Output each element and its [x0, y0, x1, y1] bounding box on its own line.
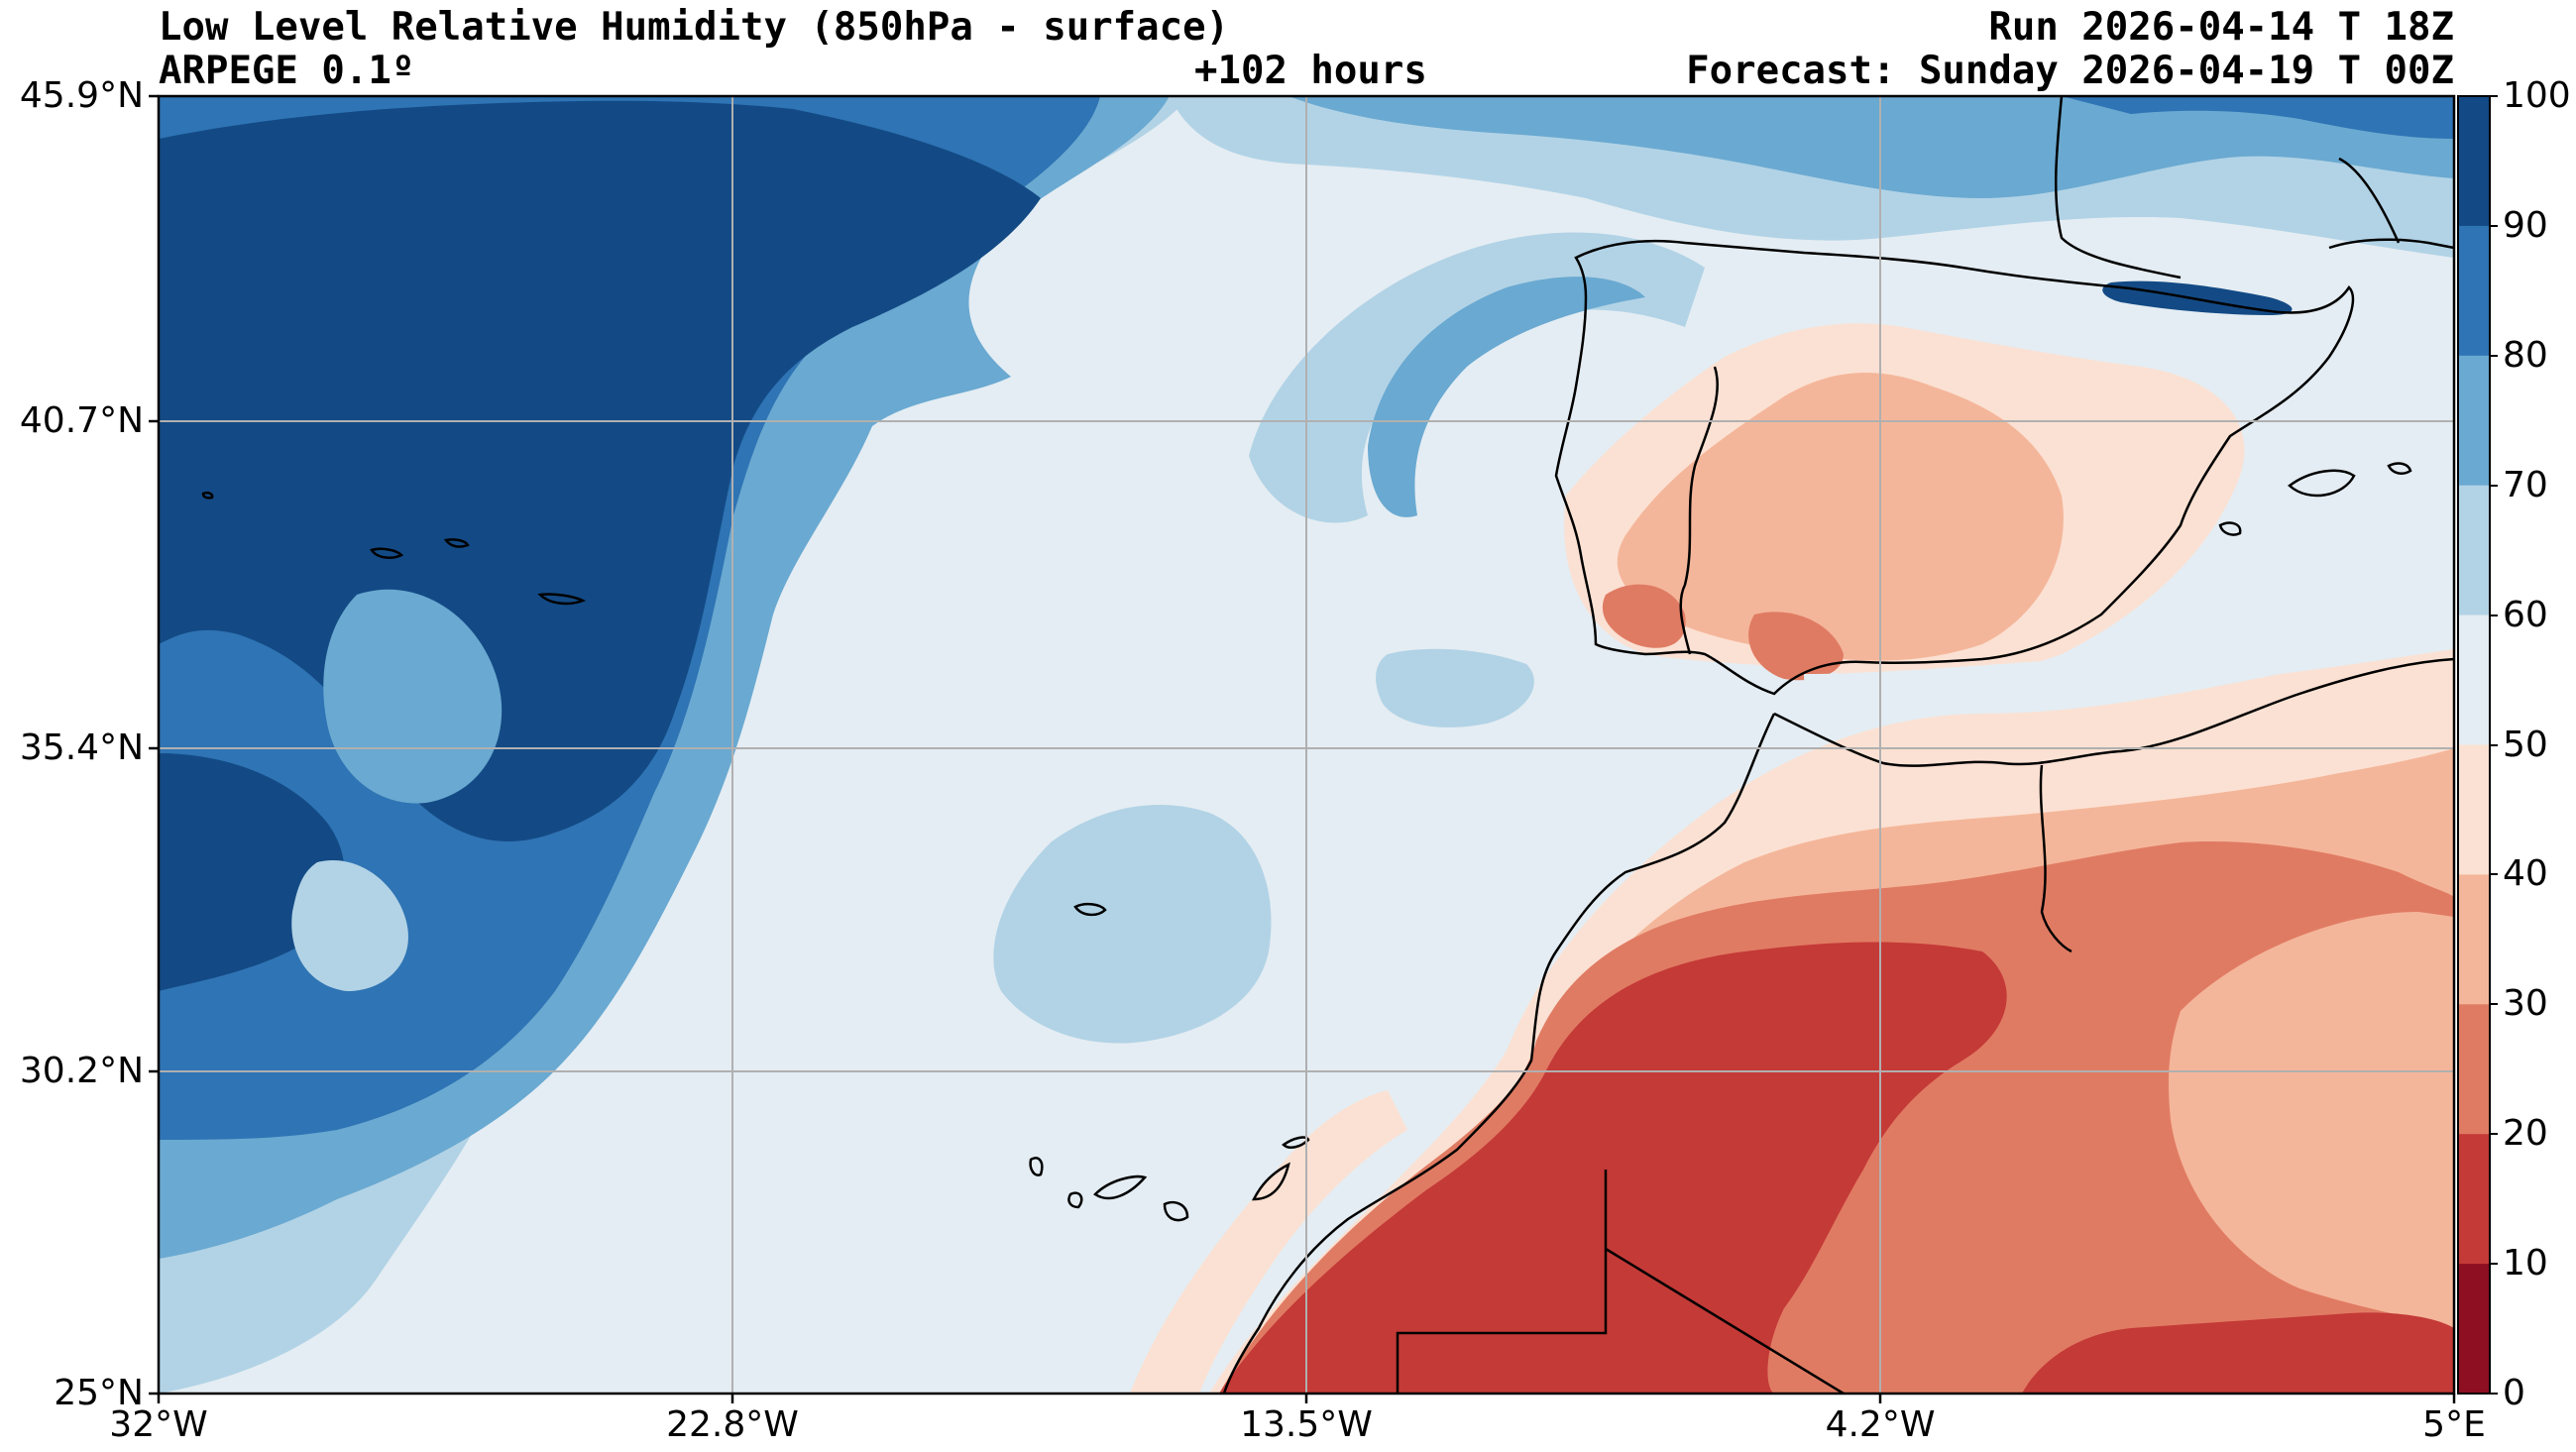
colorbar-label: 60: [2503, 595, 2548, 635]
rh-africa-10-20: [1219, 942, 2007, 1394]
colorbar-label: 40: [2503, 853, 2548, 894]
rh-iberia-20-30: [1617, 373, 2064, 661]
axis-ticks: [149, 94, 2456, 1403]
forecast-time: Forecast: Sunday 2026-04-19 T 00Z: [1686, 49, 2454, 93]
island-azores-4: [201, 491, 214, 500]
border-portugal: [1679, 366, 1719, 655]
island-canary-4: [1163, 1200, 1189, 1222]
colorbar-label: 90: [2503, 205, 2548, 246]
gridlines: [159, 96, 2454, 1394]
model-label: ARPEGE 0.1º: [159, 49, 415, 93]
rh-africa-30-40-inner: [2169, 912, 2454, 1328]
run-time: Run 2026-04-14 T 18Z: [1988, 5, 2454, 50]
rh-pale-blob-2: [1376, 648, 1534, 727]
island-canary-1: [1029, 1157, 1044, 1176]
lon-label: 32°W: [109, 1404, 208, 1445]
rh-iberia-10-20: [1602, 584, 1686, 648]
island-madeira: [1073, 902, 1107, 917]
lon-label: 13.5°W: [1240, 1404, 1373, 1445]
island-canary-3: [1093, 1175, 1148, 1200]
rh-africa-10-20-south: [2022, 1312, 2454, 1394]
colorbar-label: 10: [2503, 1243, 2548, 1284]
colorbar-ticks: [2490, 95, 2498, 1395]
colorbar-segment: [2458, 355, 2490, 487]
rh-pale-island-blob: [993, 804, 1272, 1044]
island-azores-2: [443, 538, 470, 548]
colorbar-label: 0: [2503, 1373, 2525, 1413]
colorbar-segment: [2458, 485, 2490, 616]
rh-iberia-10-20-b: [1748, 612, 1844, 681]
colorbar-segment: [2458, 614, 2490, 745]
colorbar-label: 30: [2503, 983, 2548, 1024]
colorbar-segment: [2458, 1004, 2490, 1135]
lat-label: 35.4°N: [19, 727, 144, 768]
border-western-sahara: [1396, 1170, 1845, 1394]
coast-france: [2055, 96, 2454, 279]
colorbar-label: 80: [2503, 335, 2548, 376]
coastlines: [201, 96, 2454, 1394]
lat-label: 40.7°N: [19, 400, 144, 441]
colorbar-label: 70: [2503, 465, 2548, 505]
lat-label: 30.2°N: [19, 1051, 144, 1091]
colorbar-label: 20: [2503, 1113, 2548, 1154]
colorbar-segment: [2458, 225, 2490, 357]
lon-label: 4.2°W: [1825, 1404, 1936, 1445]
island-canary-2: [1067, 1191, 1083, 1209]
island-balearic-1: [2288, 469, 2356, 498]
colorbar-segment: [2458, 1134, 2490, 1265]
rh-north-band-dark: [1288, 96, 2454, 198]
colorbar-label: 100: [2503, 75, 2571, 116]
colorbar-label: 50: [2503, 725, 2548, 765]
lon-label: 22.8°W: [666, 1404, 799, 1445]
rh-dry-pocket: [323, 589, 503, 804]
island-balearic-3: [2218, 521, 2242, 536]
rh-dry-pocket-2: [291, 860, 408, 991]
island-balearic-2: [2387, 462, 2412, 475]
island-azores-3: [537, 593, 587, 606]
lead-time: +102 hours: [1194, 49, 1427, 93]
island-azores-1: [370, 547, 404, 559]
colorbar: [2458, 96, 2490, 1395]
island-canary-5: [1251, 1162, 1290, 1201]
coast-iberia: [1554, 239, 2355, 696]
colorbar-segment: [2458, 874, 2490, 1005]
rh-canary-strip: [1130, 1090, 1407, 1394]
lon-label: 5°E: [2422, 1404, 2486, 1445]
rh-north-band-core: [2062, 96, 2454, 139]
rh-arc-80-90: [1368, 277, 1645, 517]
lat-label: 45.9°N: [19, 75, 144, 116]
colorbar-segment: [2458, 744, 2490, 875]
colorbar-segment: [2458, 96, 2490, 227]
coast-africa: [1222, 657, 2454, 1394]
border-algeria: [2039, 764, 2072, 953]
island-canary-6: [1282, 1136, 1310, 1149]
colorbar-segment: [2458, 1264, 2490, 1395]
map-title: Low Level Relative Humidity (850hPa - su…: [159, 5, 1230, 50]
lat-label: 25°N: [54, 1373, 144, 1413]
